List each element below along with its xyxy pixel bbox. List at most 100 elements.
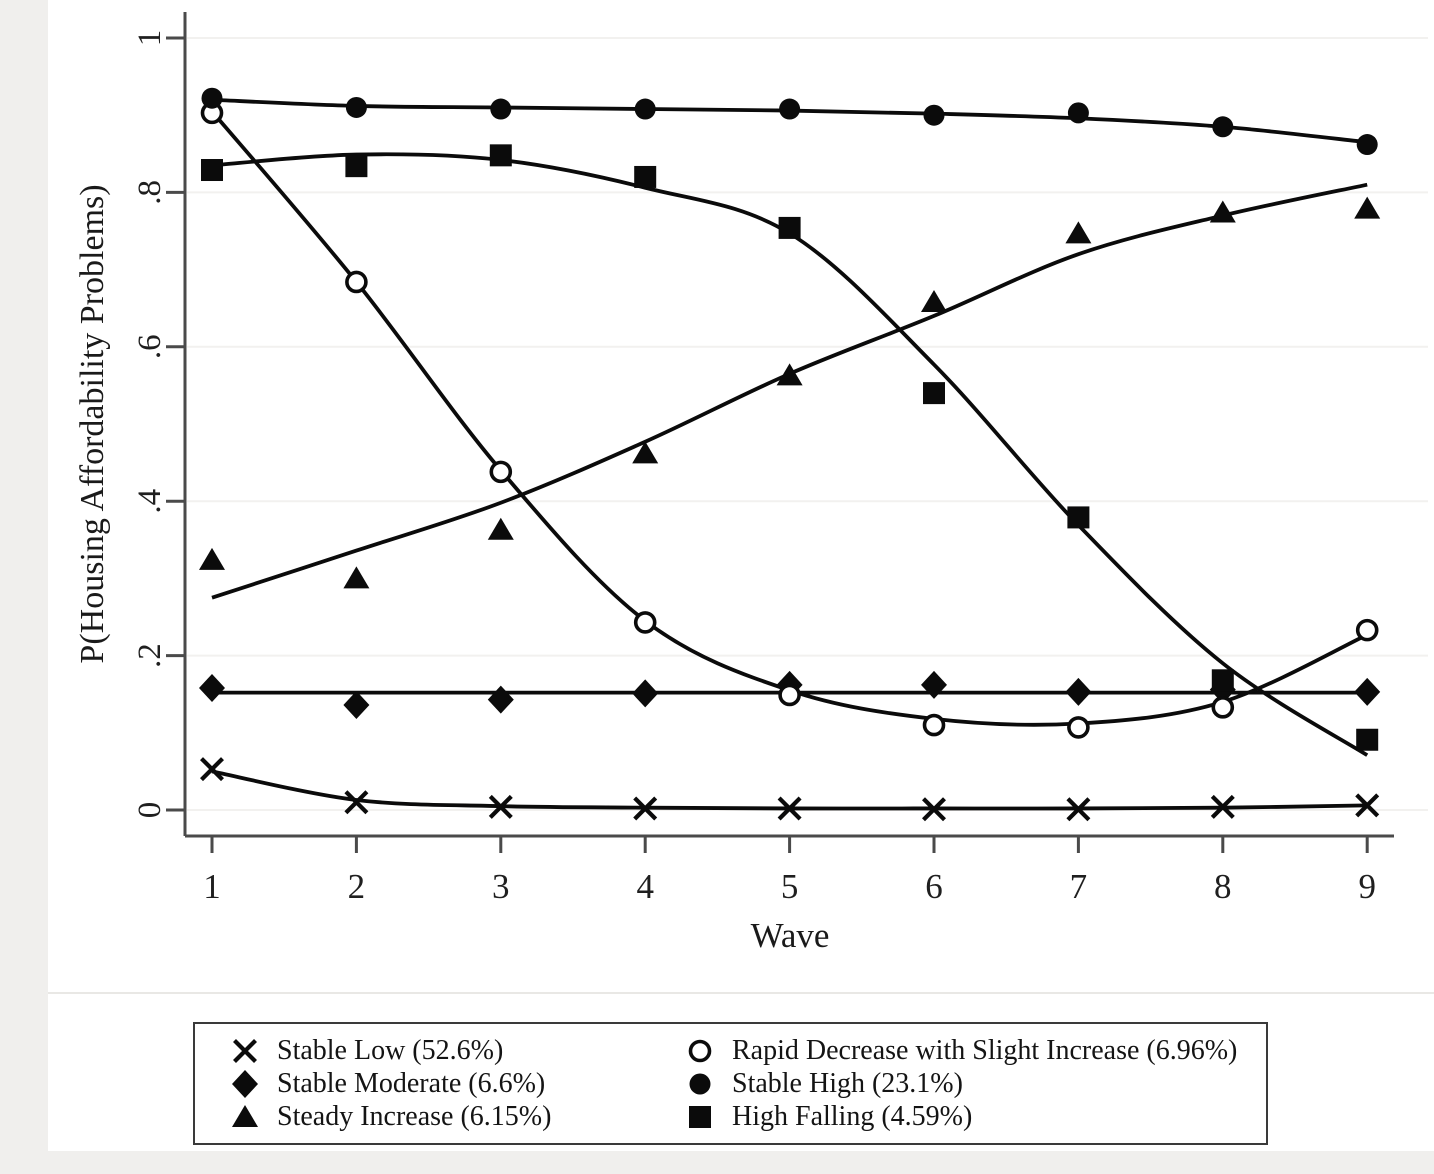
legend-item-rapid-decrease: Rapid Decrease with Slight Increase (6.9…	[683, 1034, 1266, 1067]
legend-label-steady-increase: Steady Increase (6.15%)	[277, 1100, 552, 1132]
x-marker	[200, 757, 224, 782]
x-marker	[777, 796, 802, 821]
legend-item-stable-low: Stable Low (52.6%)	[228, 1034, 683, 1067]
circle-filled-icon	[689, 1073, 711, 1094]
x-marker	[344, 790, 369, 815]
circle-filled-marker	[634, 98, 656, 120]
legend-label-stable-high: Stable High (23.1%)	[732, 1067, 963, 1099]
circle-open-marker	[1211, 696, 1235, 719]
diamond-filled-marker	[199, 674, 225, 703]
square-filled-marker	[689, 1105, 711, 1128]
square-filled-marker	[1067, 506, 1090, 529]
circle-filled-marker	[1067, 102, 1089, 124]
x-marker	[1210, 794, 1235, 819]
legend-label-stable-moderate: Stable Moderate (6.6%)	[277, 1067, 546, 1099]
square-filled-marker	[923, 382, 945, 405]
x-tick-label: 4	[636, 867, 654, 906]
series-markers-stable-high	[201, 87, 1378, 156]
legend-item-steady-increase: Steady Increase (6.15%)	[228, 1100, 683, 1133]
series-line-stable-low	[211, 769, 1368, 811]
x-tick-label: 3	[492, 867, 510, 906]
circle-filled-marker	[779, 98, 801, 120]
circle-open-marker	[345, 270, 368, 294]
divider-line	[48, 992, 1434, 994]
diamond-filled-marker	[1354, 677, 1381, 706]
series-markers-rapid-decrease	[200, 101, 1379, 739]
y-tick-label: .8	[132, 180, 168, 205]
triangle-filled-marker	[921, 290, 947, 313]
circle-open-marker	[778, 683, 801, 707]
x-tick-label: 7	[1070, 867, 1088, 906]
x-tick-label: 9	[1358, 867, 1376, 906]
diamond-filled-marker	[1065, 677, 1092, 706]
circle-open-marker	[1067, 716, 1090, 739]
circle-open-marker	[489, 460, 513, 484]
y-tick-label: .6	[132, 334, 168, 359]
circle-filled-marker	[923, 104, 945, 126]
square-filled-marker	[489, 144, 512, 167]
diamond-filled-marker	[921, 670, 947, 699]
legend-item-stable-high: Stable High (23.1%)	[683, 1067, 1266, 1100]
x-marker	[488, 794, 513, 819]
circle-open-marker	[688, 1039, 712, 1062]
circle-open-marker	[633, 611, 657, 634]
x-tick-label: 8	[1214, 867, 1232, 906]
legend-item-stable-moderate: Stable Moderate (6.6%)	[228, 1067, 683, 1100]
x-axis-title: Wave	[750, 916, 830, 955]
triangle-filled-marker	[1065, 221, 1092, 244]
x-marker	[1355, 793, 1380, 818]
circle-filled-marker	[490, 98, 512, 120]
triangle-filled-marker	[1209, 200, 1236, 223]
legend-item-high-falling: High Falling (4.59%)	[683, 1100, 1266, 1133]
plot-svg: 0 .2 .4 .6 .8 1 1 2 3 4 5 6 7 8 9	[132, 12, 1428, 906]
diamond-filled-marker	[232, 1069, 258, 1098]
legend-label-high-falling: High Falling (4.59%)	[732, 1100, 973, 1132]
series-line-high-falling	[211, 152, 1369, 757]
x-tick-label: 5	[781, 867, 799, 906]
circle-open-marker	[922, 713, 946, 737]
triangle-filled-marker	[199, 547, 225, 570]
triangle-filled-marker	[343, 566, 370, 589]
diamond-filled-marker	[343, 691, 370, 720]
triangle-filled-marker	[232, 1104, 258, 1127]
bottom-margin	[0, 1151, 1434, 1174]
diamond-filled-icon	[232, 1069, 258, 1098]
circle-filled-marker	[201, 87, 223, 109]
circle-filled-marker	[1212, 116, 1234, 138]
square-filled-marker	[1211, 669, 1234, 692]
diamond-filled-marker	[487, 685, 514, 714]
x-tick-label: 6	[925, 867, 943, 906]
legend-label-stable-low: Stable Low (52.6%)	[277, 1034, 504, 1066]
square-filled-marker	[634, 165, 657, 188]
square-filled-marker	[778, 216, 801, 239]
series-markers-stable-low	[200, 757, 1380, 822]
y-tick-label: 1	[132, 30, 168, 47]
circle-filled-marker	[1356, 134, 1378, 156]
square-filled-marker	[345, 155, 368, 178]
square-filled-marker	[201, 159, 223, 182]
triangle-filled-marker	[487, 517, 514, 540]
series-markers-steady-increase	[199, 196, 1381, 589]
x-marker	[233, 1038, 257, 1063]
legend-box: Stable Low (52.6%) Rapid Decrease with Sl…	[193, 1022, 1268, 1145]
circle-filled-marker	[689, 1073, 711, 1094]
x-tick-label: 2	[348, 867, 366, 906]
left-margin	[0, 0, 48, 1174]
triangle-filled-icon	[232, 1104, 258, 1127]
y-tick-label: .4	[132, 489, 168, 514]
triangle-filled-marker	[1354, 196, 1381, 219]
series-line-rapid-decrease	[210, 110, 1369, 727]
series-markers-high-falling	[201, 144, 1379, 751]
circle-filled-marker	[345, 96, 367, 118]
y-tick-label: .2	[132, 643, 168, 668]
y-axis-title: P(Housing Affordability Problems)	[74, 184, 111, 664]
series-line-steady-increase	[211, 182, 1368, 600]
square-filled-icon	[689, 1105, 711, 1128]
x-tick-label: 1	[203, 867, 221, 906]
square-filled-marker	[1356, 728, 1379, 751]
x-icon	[233, 1038, 257, 1063]
circle-open-marker	[1355, 618, 1379, 642]
x-marker	[633, 796, 658, 821]
y-tick-label: 0	[132, 802, 168, 819]
